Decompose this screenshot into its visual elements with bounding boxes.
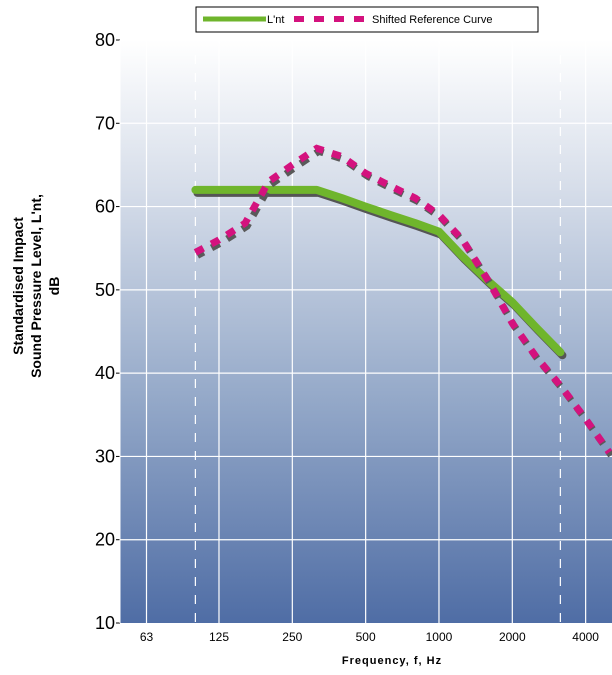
x-tick-label: 2000 — [499, 630, 526, 644]
y-tick-label: 50 — [95, 280, 115, 300]
series-lnt-line — [191, 185, 565, 357]
axes — [116, 39, 121, 624]
y-axis-title-line2: Sound Pressure Level, L'nt, — [28, 194, 44, 378]
x-axis-title: Frequency, f, Hz — [342, 655, 442, 667]
series-reference-line — [193, 144, 612, 455]
y-tick-label: 30 — [95, 446, 115, 466]
x-tick-label: 250 — [282, 630, 302, 644]
grid — [120, 39, 612, 623]
y-tick-labels: 10 20 30 40 50 60 70 80 — [95, 30, 115, 633]
legend: L'nt Shifted Reference Curve — [195, 6, 539, 33]
x-tick-label: 125 — [209, 630, 229, 644]
y-tick-label: 20 — [95, 530, 115, 550]
x-tick-label: 500 — [356, 630, 376, 644]
x-tick-label: 4000 — [572, 630, 599, 644]
y-tick-label: 10 — [95, 613, 115, 633]
legend-label-lnt: L'nt — [267, 14, 284, 26]
legend-label-reference: Shifted Reference Curve — [372, 14, 492, 26]
series-layer — [191, 144, 612, 458]
y-tick-label: 60 — [95, 197, 115, 217]
x-tick-label: 63 — [140, 630, 154, 644]
y-axis-title-line1: Standardised Impact — [10, 217, 26, 355]
y-tick-label: 80 — [95, 30, 115, 50]
y-axis-title: Standardised Impact Sound Pressure Level… — [10, 194, 62, 378]
y-axis-title-line3: dB — [46, 277, 62, 296]
x-tick-labels: 63 125 250 500 1000 2000 4000 — [140, 630, 599, 644]
y-tick-label: 40 — [95, 363, 115, 383]
series-reference-curve — [193, 144, 612, 458]
y-tick-label: 70 — [95, 113, 115, 133]
x-tick-label: 1000 — [426, 630, 453, 644]
